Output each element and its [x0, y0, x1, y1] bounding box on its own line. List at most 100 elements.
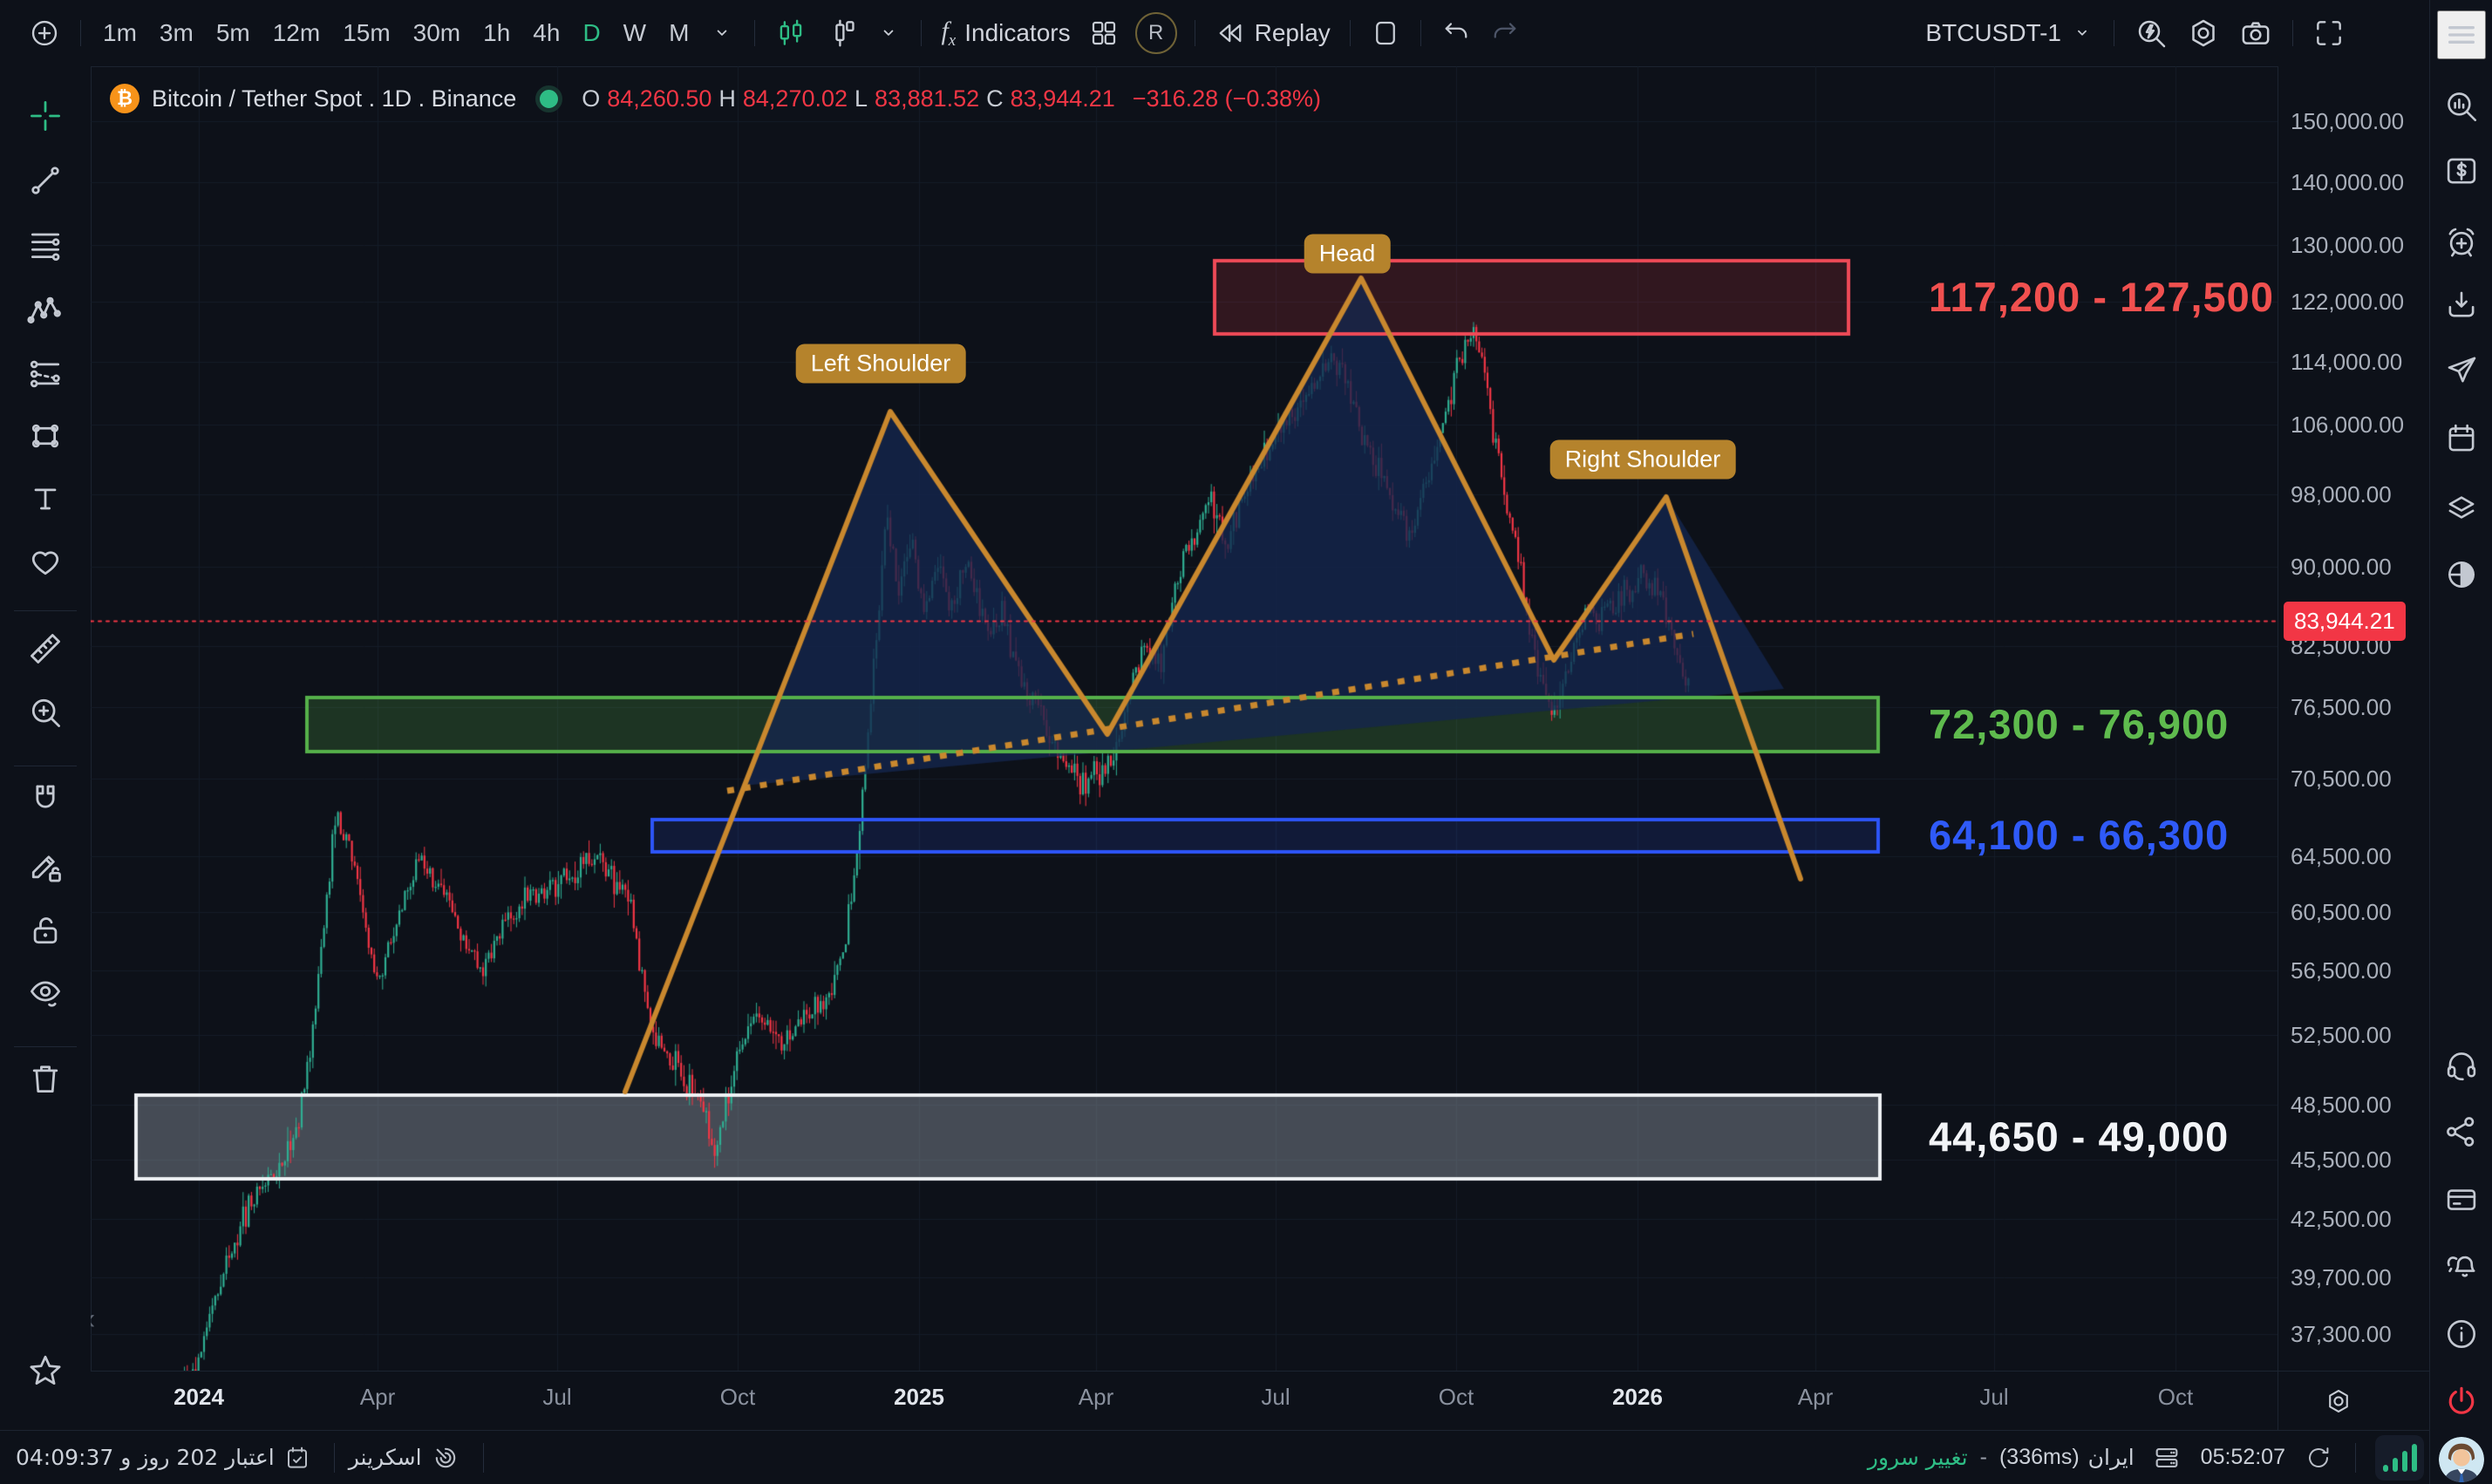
payment-card-button[interactable] [2437, 1175, 2486, 1224]
candles-icon [780, 19, 802, 45]
globe-icon [2448, 562, 2475, 588]
timeframe-30m-button[interactable]: 30m [412, 19, 461, 46]
watchlist-button[interactable] [2437, 82, 2486, 131]
paper-trading-button[interactable] [2437, 146, 2486, 195]
divider [333, 1442, 335, 1473]
undo-button[interactable] [1432, 9, 1481, 58]
left-shoulder-label[interactable]: Left Shoulder [795, 344, 966, 384]
emoji-tool-button[interactable] [17, 535, 73, 588]
payment-card-icon [2447, 1189, 2476, 1210]
ohlc-high-label: H [718, 85, 736, 112]
chart-style-menu-button[interactable] [867, 9, 910, 58]
ohlc-high-value: 84,270.02 [742, 85, 848, 112]
axis-settings-button[interactable] [2315, 1377, 2362, 1426]
head-label[interactable]: Head [1304, 234, 1391, 274]
right-shoulder-label[interactable]: Right Shoulder [1549, 439, 1736, 480]
magnet-tool-button[interactable] [17, 773, 73, 826]
zoom-in-tool-button[interactable] [17, 686, 73, 739]
support-headset-icon [2447, 1052, 2476, 1081]
price-tick: 42,500.00 [2291, 1206, 2392, 1232]
change-server-link[interactable]: تغییر سرور [1867, 1445, 1968, 1470]
timeframe-D-button[interactable]: D [582, 19, 601, 46]
btc-logo-icon: ₿ [110, 84, 140, 113]
screener-send-button[interactable] [2437, 345, 2486, 394]
chart-settings-button[interactable] [2177, 9, 2230, 58]
timeframe-15m-button[interactable]: 15m [343, 19, 391, 46]
price-axis[interactable]: 150,000.00 140,000.00 130,000.00 122,000.00… [2278, 66, 2430, 1371]
trend-line-icon [31, 167, 59, 194]
timeframe-1m-button[interactable]: 1m [103, 19, 137, 46]
snapshot-button[interactable] [2230, 9, 2282, 58]
trend-line-tool-button[interactable] [17, 154, 73, 207]
timeframe-W-button[interactable]: W [623, 19, 647, 46]
paper-trading-icon [2447, 158, 2476, 184]
ruler-tool-button[interactable] [17, 623, 73, 675]
xabcd-pattern-tool-button[interactable] [17, 283, 73, 335]
trash-tool-button[interactable] [17, 1052, 73, 1105]
market-status-dot-icon[interactable] [535, 85, 563, 112]
quick-search-button[interactable] [2125, 9, 2177, 58]
timeframe-1h-button[interactable]: 1h [483, 19, 511, 46]
user-avatar-icon [2439, 1437, 2484, 1482]
redo-button[interactable] [1481, 9, 1529, 58]
crosshair-tool-button[interactable] [17, 90, 73, 142]
main-menu-button[interactable] [2437, 10, 2486, 59]
symbol-title[interactable]: Bitcoin / Tether Spot . 1D . Binance [152, 85, 517, 112]
plus-circle-icon [31, 20, 58, 46]
text-tool-icon [34, 488, 57, 510]
time-tick: Oct [719, 1384, 756, 1410]
notifications-button[interactable] [2437, 1242, 2486, 1290]
panel-collapse-icon[interactable]: ‹ [91, 1303, 95, 1337]
latency-value: (336ms) [1998, 1445, 2080, 1469]
fib-retracement-tool-button[interactable] [17, 218, 73, 270]
timeframe-M-button[interactable]: M [669, 19, 690, 46]
chart-style-button[interactable] [816, 9, 867, 58]
timeframe-4h-button[interactable]: 4h [533, 19, 561, 46]
power-button[interactable] [2437, 1377, 2486, 1426]
ohlc-open-value: 84,260.50 [607, 85, 712, 112]
alert-plus-button[interactable] [2437, 217, 2486, 266]
ohlc-open-label: O [582, 85, 601, 112]
candlestick-chart-canvas[interactable] [91, 66, 2278, 1371]
timeframe-5m-button[interactable]: 5m [215, 19, 250, 46]
fullscreen-button[interactable] [2304, 9, 2354, 58]
star-tool-button[interactable] [17, 1344, 73, 1397]
timeframe-menu-button[interactable] [700, 9, 744, 58]
chart-pane[interactable]: ₿ Bitcoin / Tether Spot . 1D . Binance O… [91, 66, 2278, 1371]
r-circle-button[interactable]: R [1134, 12, 1177, 54]
text-tool-tool-button[interactable] [17, 473, 73, 525]
star-icon [30, 1355, 61, 1385]
info-button[interactable] [2437, 1310, 2486, 1358]
save-load-button[interactable] [2437, 280, 2486, 329]
lock-all-tool-button[interactable] [17, 904, 73, 956]
hide-drawings-tool-button[interactable] [17, 965, 73, 1018]
replay-button[interactable]: Replay [1206, 9, 1339, 58]
ohlc-close-value: 83,944.21 [1010, 85, 1115, 112]
rewind-icon [1219, 24, 1241, 43]
screener-label[interactable]: اسکرینر [348, 1445, 422, 1470]
globe-button[interactable] [2437, 550, 2486, 599]
connection-bars-icon[interactable] [2375, 1434, 2424, 1481]
price-tick: 150,000.00 [2291, 108, 2405, 134]
indicators-button[interactable]: fx Indicators [932, 9, 1079, 58]
calendar-button[interactable] [2437, 413, 2486, 462]
chart-style-candles-button[interactable] [766, 9, 816, 58]
divider [14, 610, 77, 611]
shapes-tool-button[interactable] [17, 410, 73, 462]
layout-rect-button[interactable] [1361, 9, 1410, 58]
add-symbol-button[interactable] [19, 9, 70, 58]
support-headset-button[interactable] [2437, 1040, 2486, 1089]
timeframe-3m-button[interactable]: 3m [159, 19, 194, 46]
grid-layout-button[interactable] [1079, 9, 1128, 58]
server-name: ایران [2087, 1445, 2135, 1470]
share-button[interactable] [2437, 1107, 2486, 1156]
timeframe-12m-button[interactable]: 12m [272, 19, 321, 46]
active-layout-button[interactable]: BTCUSDT-1 [1917, 9, 2103, 58]
forecast-tool-button[interactable] [17, 347, 73, 399]
axis-settings-corner [2278, 1371, 2430, 1431]
fib-retracement-icon [31, 233, 60, 261]
draw-lock-tool-button[interactable] [17, 841, 73, 893]
avatar[interactable] [2439, 1437, 2484, 1482]
layers-button[interactable] [2437, 483, 2486, 532]
time-axis[interactable]: 2024 Apr Jul Oct 2025 Apr Jul Oct 2026 Apr Jul Oct [91, 1371, 2278, 1431]
